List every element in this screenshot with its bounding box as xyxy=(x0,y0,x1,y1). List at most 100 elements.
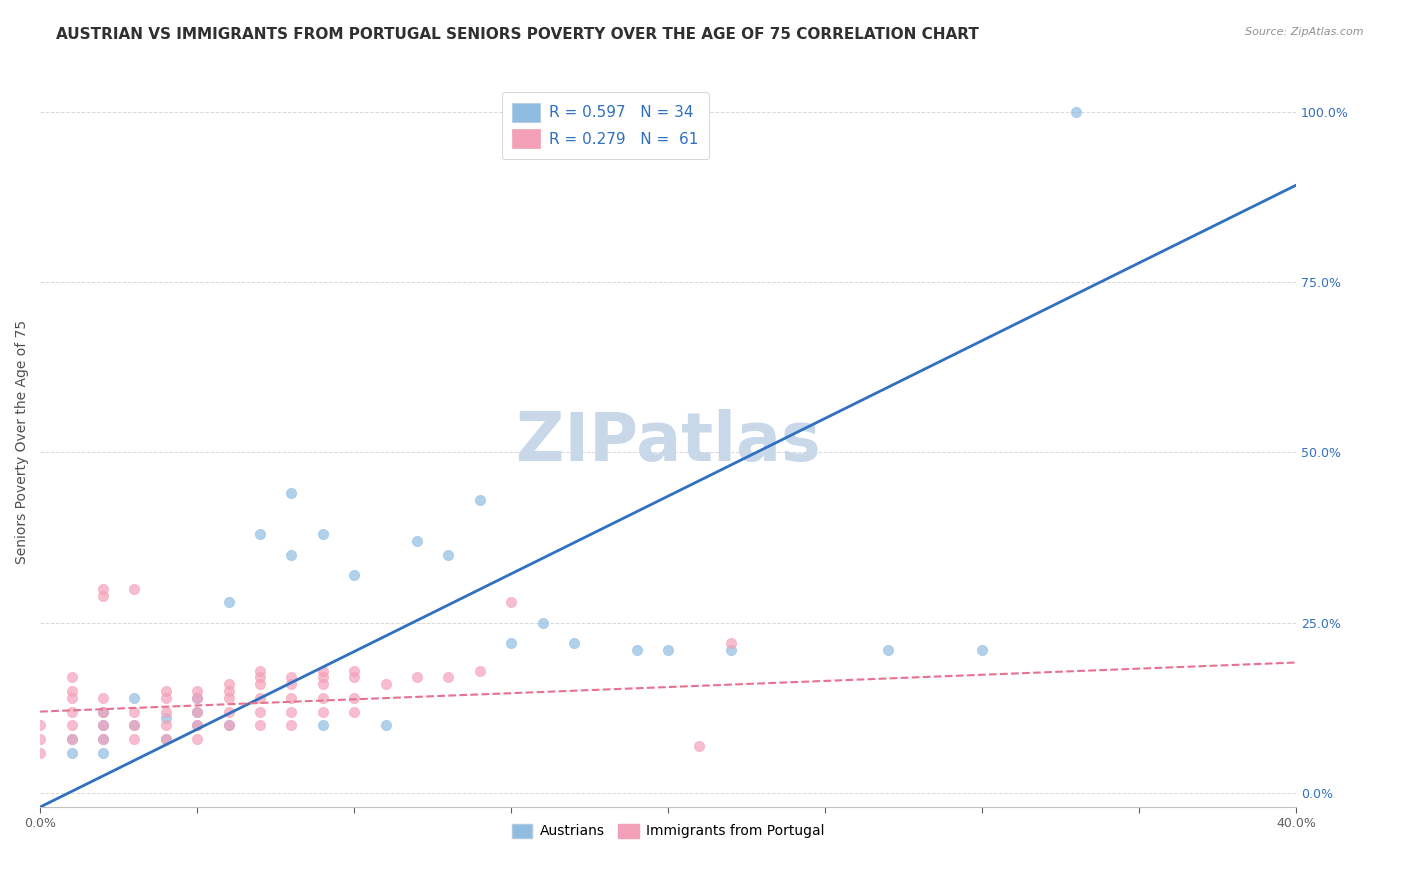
Point xyxy=(60,731,83,746)
Point xyxy=(155,731,177,746)
Point xyxy=(155,684,177,698)
Point xyxy=(312,671,335,685)
Point xyxy=(155,731,177,746)
Point xyxy=(91,582,114,596)
Point xyxy=(218,718,240,732)
Point xyxy=(186,731,208,746)
Point xyxy=(60,705,83,719)
Point xyxy=(312,664,335,678)
Point xyxy=(218,677,240,691)
Point xyxy=(91,705,114,719)
Point xyxy=(877,643,900,657)
Point xyxy=(970,643,993,657)
Point xyxy=(186,705,208,719)
Point xyxy=(186,718,208,732)
Point xyxy=(406,671,429,685)
Point xyxy=(186,718,208,732)
Point xyxy=(312,705,335,719)
Point xyxy=(155,690,177,705)
Point xyxy=(249,664,271,678)
Point xyxy=(501,595,523,609)
Point xyxy=(60,731,83,746)
Point xyxy=(155,718,177,732)
Point xyxy=(689,739,711,753)
Text: AUSTRIAN VS IMMIGRANTS FROM PORTUGAL SENIORS POVERTY OVER THE AGE OF 75 CORRELAT: AUSTRIAN VS IMMIGRANTS FROM PORTUGAL SEN… xyxy=(56,27,979,42)
Point xyxy=(280,671,302,685)
Legend: Austrians, Immigrants from Portugal: Austrians, Immigrants from Portugal xyxy=(506,818,830,844)
Point xyxy=(124,731,146,746)
Point xyxy=(91,746,114,760)
Point xyxy=(124,582,146,596)
Point xyxy=(501,636,523,650)
Point xyxy=(312,718,335,732)
Point xyxy=(60,671,83,685)
Point xyxy=(280,548,302,562)
Point xyxy=(249,705,271,719)
Point xyxy=(280,677,302,691)
Text: ZIPatlas: ZIPatlas xyxy=(516,409,821,475)
Point xyxy=(124,718,146,732)
Point xyxy=(186,684,208,698)
Point xyxy=(468,493,491,508)
Point xyxy=(437,671,460,685)
Point xyxy=(155,705,177,719)
Point xyxy=(91,731,114,746)
Point xyxy=(155,711,177,725)
Point xyxy=(312,527,335,541)
Point xyxy=(60,684,83,698)
Point xyxy=(124,705,146,719)
Point xyxy=(406,534,429,549)
Point xyxy=(720,636,742,650)
Point xyxy=(91,718,114,732)
Point xyxy=(30,731,52,746)
Point xyxy=(91,718,114,732)
Point xyxy=(218,705,240,719)
Point xyxy=(657,643,679,657)
Point xyxy=(343,664,366,678)
Point xyxy=(60,690,83,705)
Point xyxy=(91,705,114,719)
Point xyxy=(124,690,146,705)
Point xyxy=(249,527,271,541)
Point xyxy=(218,684,240,698)
Point xyxy=(30,718,52,732)
Point xyxy=(124,718,146,732)
Point xyxy=(343,705,366,719)
Point xyxy=(437,548,460,562)
Point xyxy=(249,677,271,691)
Point xyxy=(280,486,302,500)
Point xyxy=(562,636,585,650)
Point xyxy=(218,718,240,732)
Point xyxy=(374,718,396,732)
Point xyxy=(218,690,240,705)
Point xyxy=(280,690,302,705)
Point xyxy=(374,677,396,691)
Point xyxy=(280,705,302,719)
Point xyxy=(91,589,114,603)
Point xyxy=(186,690,208,705)
Point xyxy=(531,615,554,630)
Point xyxy=(626,643,648,657)
Point xyxy=(720,643,742,657)
Point xyxy=(218,595,240,609)
Point xyxy=(343,568,366,582)
Point xyxy=(249,718,271,732)
Point xyxy=(249,690,271,705)
Point xyxy=(468,664,491,678)
Point xyxy=(91,690,114,705)
Y-axis label: Seniors Poverty Over the Age of 75: Seniors Poverty Over the Age of 75 xyxy=(15,320,30,565)
Point xyxy=(312,677,335,691)
Point xyxy=(91,731,114,746)
Point xyxy=(249,671,271,685)
Point xyxy=(343,690,366,705)
Point xyxy=(186,690,208,705)
Point xyxy=(312,690,335,705)
Point xyxy=(60,718,83,732)
Point xyxy=(60,746,83,760)
Point xyxy=(343,671,366,685)
Point xyxy=(280,718,302,732)
Point xyxy=(30,746,52,760)
Text: Source: ZipAtlas.com: Source: ZipAtlas.com xyxy=(1246,27,1364,37)
Point xyxy=(1064,104,1087,119)
Point xyxy=(186,705,208,719)
